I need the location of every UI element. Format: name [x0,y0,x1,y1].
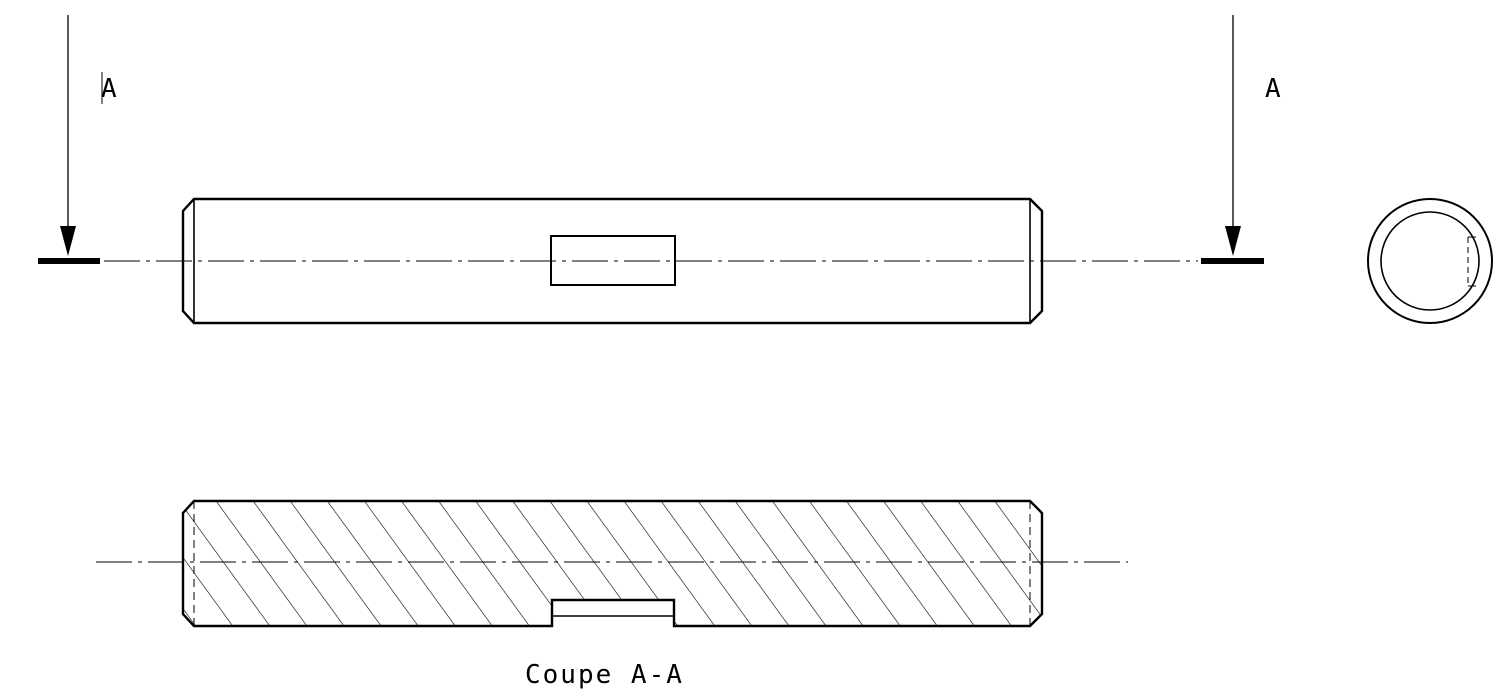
side-view [1367,198,1493,324]
front-view [104,197,1198,325]
section-indicator-right: A [1201,15,1281,264]
section-title: Coupe A-A [525,660,684,690]
section-view: Coupe A-A [96,499,1128,690]
cutting-plane-arrowhead [60,226,76,256]
outer-circle [1367,198,1493,324]
keyway-slot [550,235,676,286]
section-outline [181,499,1044,628]
section-indicator-left: A [38,15,117,264]
cutting-plane-arrowhead [1225,226,1241,256]
section-label-right: A [1265,74,1281,104]
hatching [183,501,1042,626]
section-label-left: A [101,74,117,104]
inner-circle [1380,211,1480,311]
